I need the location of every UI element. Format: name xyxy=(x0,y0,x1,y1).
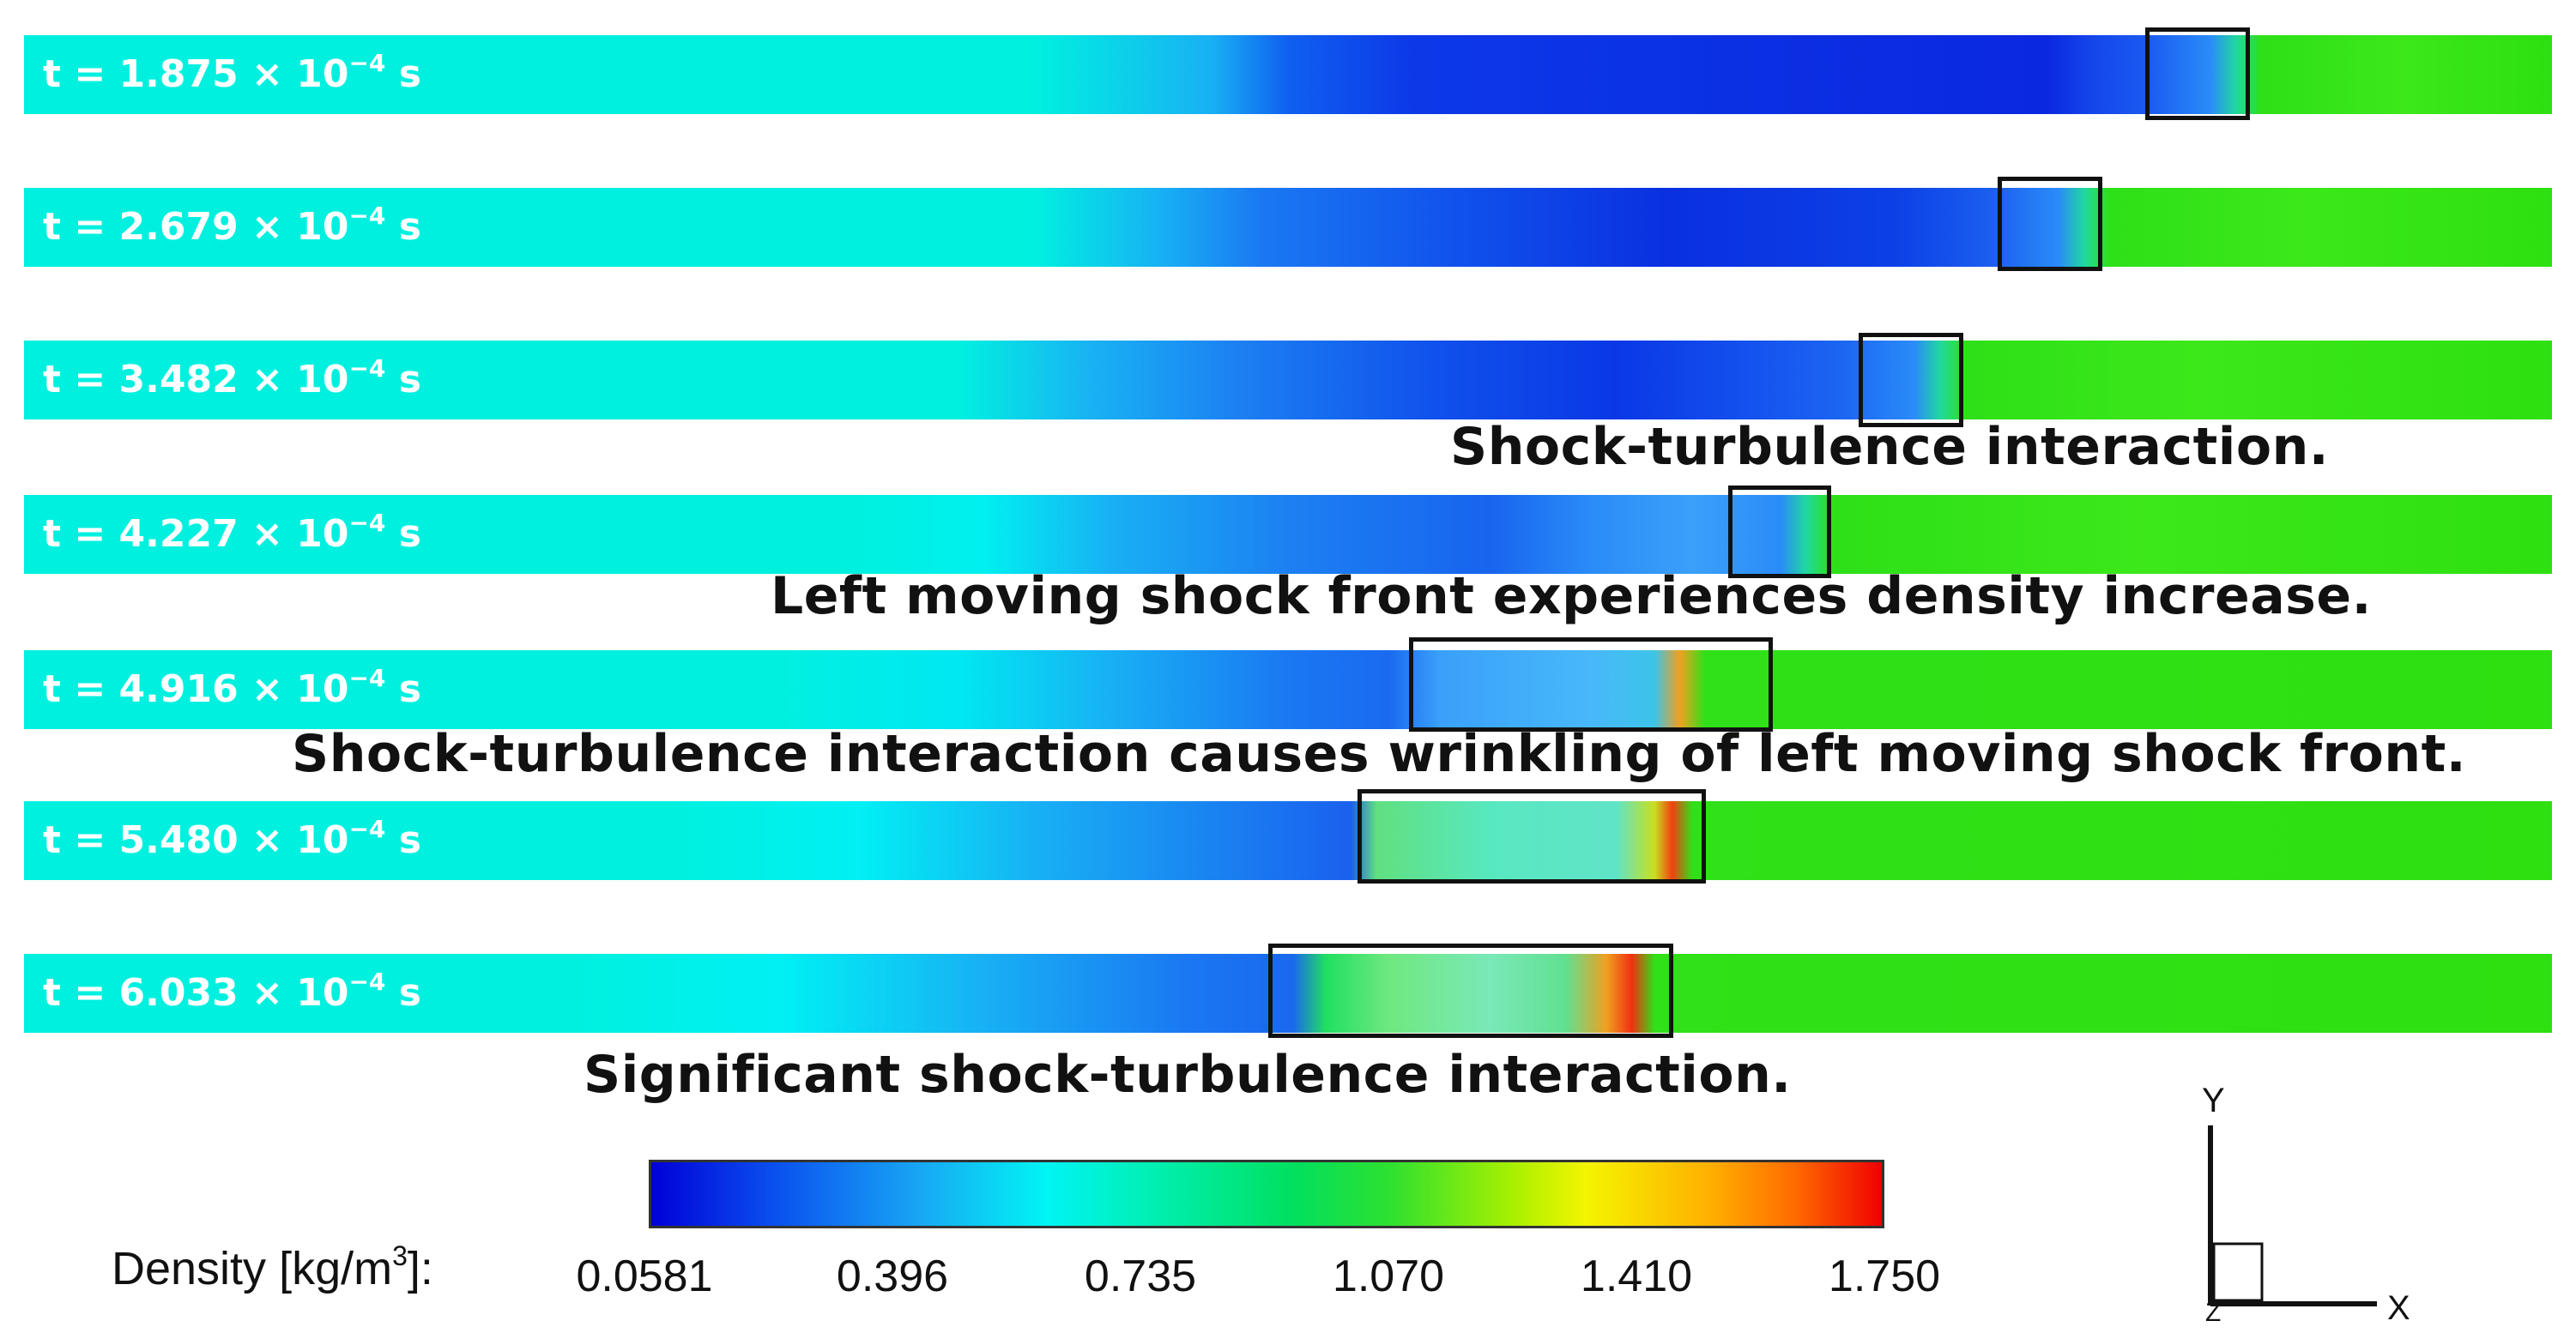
colorbar-tick: 1.070 xyxy=(1332,1252,1445,1301)
time-label: t = 4.227 × 10−4 s xyxy=(43,509,421,557)
z-axis-label: Z xyxy=(2205,1299,2221,1327)
time-label: t = 5.480 × 10−4 s xyxy=(43,815,421,863)
density-colorbar xyxy=(649,1160,1884,1228)
density-strip-6: t = 5.480 × 10−4 s xyxy=(24,801,2552,880)
colorbar-tick: 1.750 xyxy=(1828,1252,1941,1301)
time-label: t = 6.033 × 10−4 s xyxy=(43,968,421,1016)
annotation-4: Significant shock-turbulence interaction… xyxy=(584,1045,1792,1105)
y-axis-label: Y xyxy=(2202,1082,2225,1119)
colorbar-title: Density [kg/m3]: xyxy=(112,1240,433,1294)
interaction-box-4 xyxy=(1728,486,1831,578)
axes-triad: Y X Z xyxy=(2202,1082,2410,1327)
interaction-box-3 xyxy=(1859,333,1963,427)
time-label: t = 1.875 × 10−4 s xyxy=(43,49,421,97)
colorbar-tick: 0.0581 xyxy=(576,1252,713,1301)
colorbar-tick: 0.735 xyxy=(1084,1252,1197,1301)
density-strip-3: t = 3.482 × 10−4 s xyxy=(24,341,2552,419)
interaction-box-2 xyxy=(1998,177,2102,271)
annotation-3: Shock-turbulence interaction causes wrin… xyxy=(292,724,2467,784)
density-strip-1: t = 1.875 × 10−4 s xyxy=(24,35,2552,114)
interaction-box-5 xyxy=(1409,637,1773,732)
time-label: t = 4.916 × 10−4 s xyxy=(43,664,421,712)
density-strip-2: t = 2.679 × 10−4 s xyxy=(24,188,2552,267)
annotation-1: Shock-turbulence interaction. xyxy=(1450,417,2330,477)
density-strip-4: t = 4.227 × 10−4 s xyxy=(24,495,2552,574)
colorbar-tick: 0.396 xyxy=(836,1252,949,1301)
density-strip-5: t = 4.916 × 10−4 s xyxy=(24,650,2552,729)
interaction-box-6 xyxy=(1358,789,1706,884)
annotation-2: Left moving shock front experiences dens… xyxy=(771,566,2372,626)
density-strip-7: t = 6.033 × 10−4 s xyxy=(24,954,2552,1033)
origin-square xyxy=(2212,1242,2264,1302)
colorbar-tick: 1.410 xyxy=(1580,1252,1693,1301)
time-label: t = 2.679 × 10−4 s xyxy=(43,202,421,250)
interaction-box-1 xyxy=(2145,27,2250,120)
time-label: t = 3.482 × 10−4 s xyxy=(43,354,421,402)
x-axis-label: X xyxy=(2387,1289,2410,1327)
interaction-box-7 xyxy=(1268,944,1673,1038)
